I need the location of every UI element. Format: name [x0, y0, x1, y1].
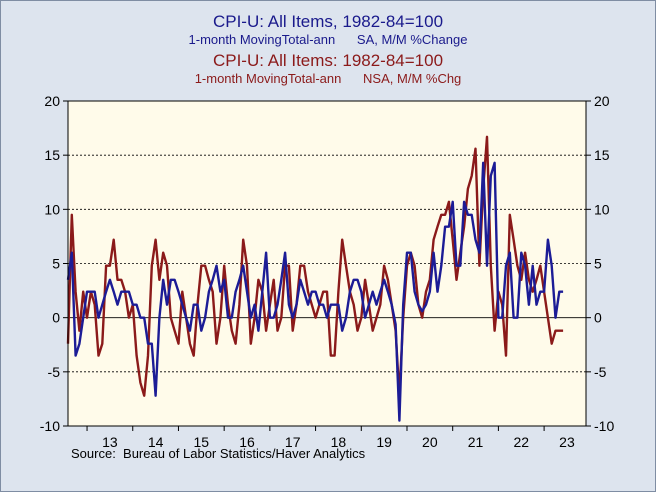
y-tick-label-left: 0	[52, 310, 60, 326]
x-tick-label: 21	[468, 434, 484, 450]
y-tick-label-left: -5	[48, 364, 61, 380]
chart-subtitle-nsa: 1-month MovingTotal-ann NSA, M/M %Chg	[194, 71, 462, 86]
x-tick-label: 13	[102, 434, 118, 450]
y-tick-label-right: -5	[594, 364, 607, 380]
chart-subtitle-sa: 1-month MovingTotal-ann SA, M/M %Change	[188, 32, 468, 47]
y-tick-label-right: 10	[594, 201, 610, 217]
plot-border	[67, 100, 587, 427]
chart-title-nsa: CPI-U: All Items: 1982-84=100	[212, 51, 444, 70]
y-tick-label-left: 15	[44, 147, 60, 163]
x-tick-label: 20	[422, 434, 438, 450]
y-tick-label-right: 5	[594, 256, 602, 272]
x-tick-label: 14	[148, 434, 164, 450]
x-tick-label: 16	[239, 434, 255, 450]
source-note: Source: Bureau of Labor Statistics/Haver…	[71, 446, 366, 461]
x-tick-label: 15	[194, 434, 210, 450]
y-tick-label-left: 10	[44, 201, 60, 217]
y-tick-label-right: 20	[594, 93, 610, 109]
y-tick-label-left: 20	[44, 93, 60, 109]
x-tick-label: 18	[331, 434, 347, 450]
y-tick-label-left: 5	[52, 256, 60, 272]
x-tick-label: 22	[513, 434, 529, 450]
y-tick-label-right: 15	[594, 147, 610, 163]
x-tick-label: 19	[376, 434, 392, 450]
x-tick-label: 23	[559, 434, 575, 450]
chart-title-sa: CPI-U: All Items, 1982-84=100	[212, 12, 444, 31]
y-tick-label-right: 0	[594, 310, 602, 326]
y-tick-label-left: -10	[40, 418, 60, 434]
y-tick-label-right: -10	[594, 418, 614, 434]
x-tick-label: 17	[285, 434, 301, 450]
series-line-sa	[66, 161, 564, 422]
